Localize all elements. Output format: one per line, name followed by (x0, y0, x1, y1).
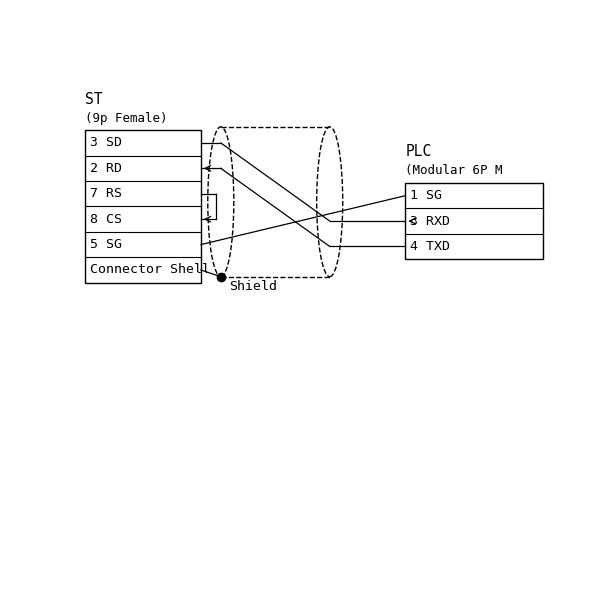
Text: 7 RS: 7 RS (90, 187, 122, 200)
Text: (Modular 6P M: (Modular 6P M (406, 164, 503, 177)
Text: (9p Female): (9p Female) (85, 112, 167, 125)
Bar (406, 183, 543, 259)
Text: 2 RD: 2 RD (90, 162, 122, 175)
Text: 5 SG: 5 SG (90, 238, 122, 251)
Text: ST: ST (85, 92, 103, 107)
Text: Shield: Shield (229, 280, 277, 293)
Text: 3 RXD: 3 RXD (410, 214, 450, 227)
Bar (85, 130, 201, 283)
Text: PLC: PLC (406, 144, 432, 159)
Text: 1 SG: 1 SG (410, 189, 442, 202)
Text: 8 CS: 8 CS (90, 213, 122, 225)
Text: 4 TXD: 4 TXD (410, 240, 450, 253)
Text: 3 SD: 3 SD (90, 136, 122, 150)
Text: Connector Shell: Connector Shell (90, 263, 210, 276)
